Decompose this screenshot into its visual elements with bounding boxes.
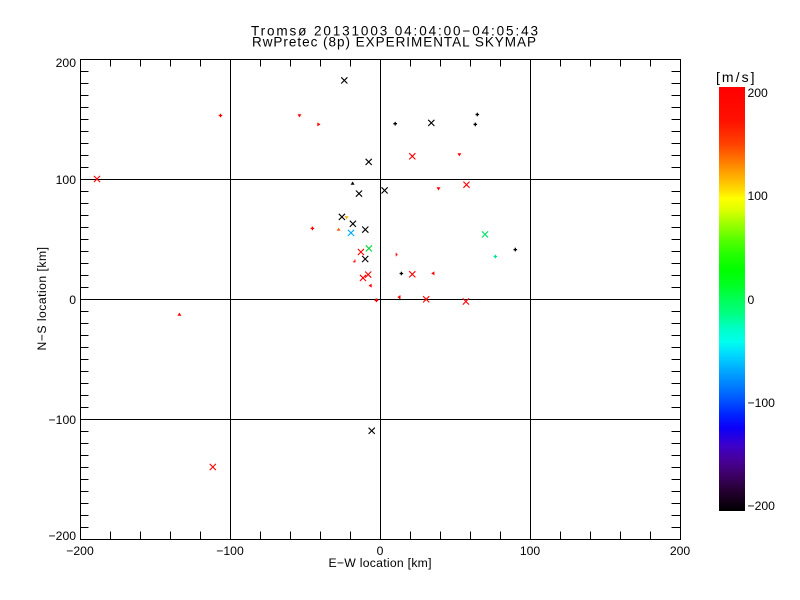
svg-text:−100: −100 bbox=[49, 413, 77, 427]
svg-text:−200: −200 bbox=[66, 544, 94, 558]
svg-text:−100: −100 bbox=[748, 396, 776, 410]
svg-text:−200: −200 bbox=[748, 499, 776, 513]
svg-text:E−W location [km]: E−W location [km] bbox=[329, 556, 432, 570]
svg-text:0: 0 bbox=[377, 544, 384, 558]
svg-text:−100: −100 bbox=[216, 544, 244, 558]
svg-text:Tromsø 20131003 04:04:00−04:05: Tromsø 20131003 04:04:00−04:05:43 bbox=[251, 24, 538, 39]
svg-text:−200: −200 bbox=[49, 529, 77, 543]
svg-text:[m/s]: [m/s] bbox=[716, 69, 755, 85]
svg-text:100: 100 bbox=[748, 189, 769, 203]
svg-text:100: 100 bbox=[520, 544, 541, 558]
svg-text:RwPretec (8p) EXPERIMENTAL SKY: RwPretec (8p) EXPERIMENTAL SKYMAP bbox=[252, 35, 536, 50]
svg-text:200: 200 bbox=[748, 86, 769, 100]
svg-text:200: 200 bbox=[670, 544, 691, 558]
svg-text:200: 200 bbox=[56, 56, 77, 70]
svg-text:0: 0 bbox=[748, 293, 755, 307]
svg-text:100: 100 bbox=[56, 173, 77, 187]
svg-text:0: 0 bbox=[69, 293, 76, 307]
svg-text:N−S location [km]: N−S location [km] bbox=[35, 247, 49, 351]
